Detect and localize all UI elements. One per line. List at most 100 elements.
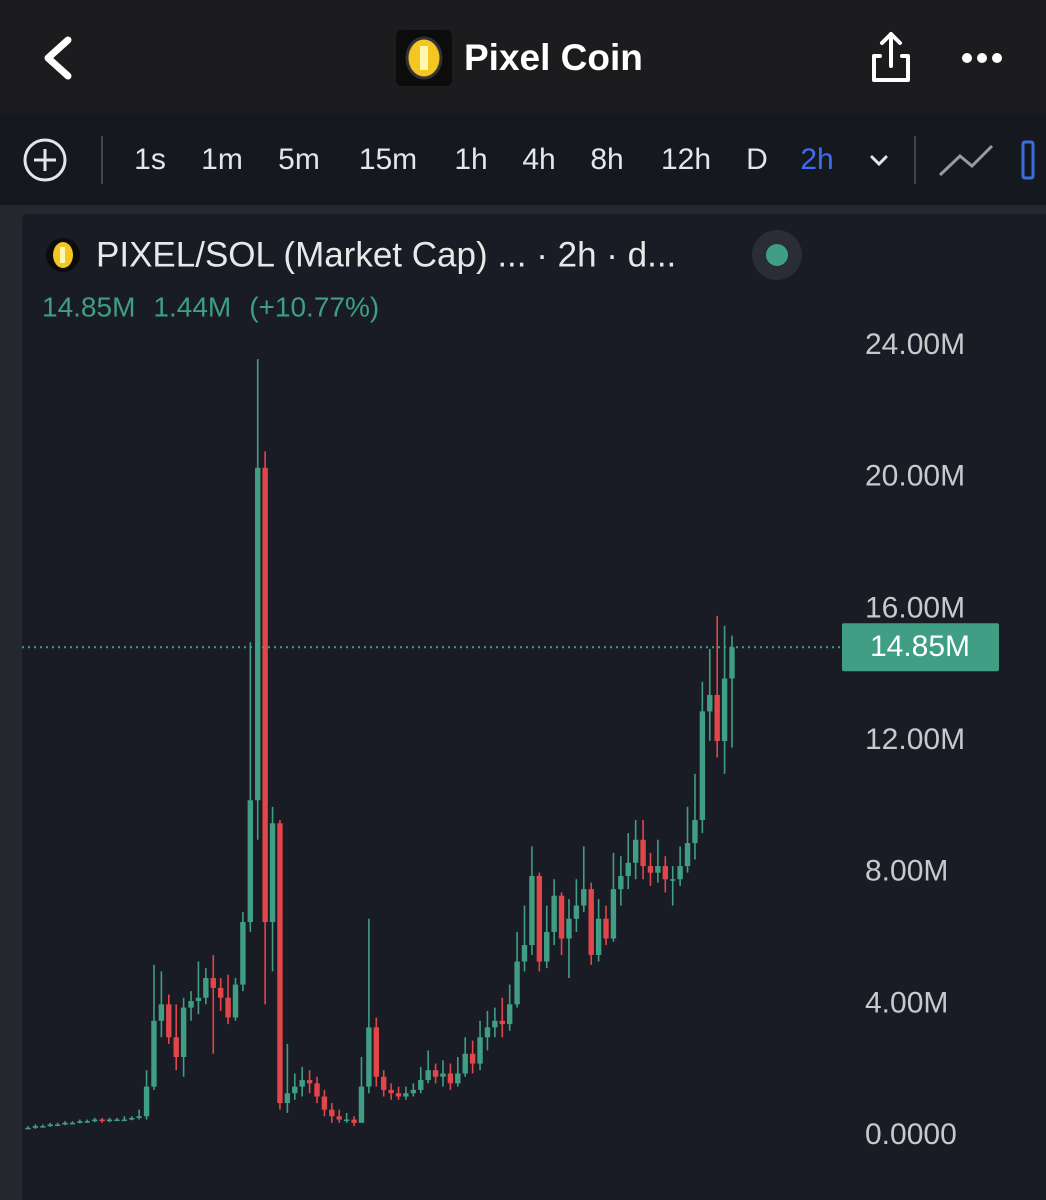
candle-body: [477, 1037, 483, 1064]
candle-body: [529, 875, 535, 946]
candle-body: [299, 1080, 305, 1087]
candle-body: [492, 1020, 498, 1028]
candle-body: [277, 823, 283, 1104]
candle-body: [284, 1093, 291, 1104]
interval-dropdown[interactable]: [870, 155, 888, 167]
candle-body: [195, 997, 202, 1002]
candle-body: [544, 931, 550, 962]
candle-body: [610, 889, 617, 939]
y-tick-label: 16.00M: [865, 591, 965, 624]
candle-body: [410, 1089, 417, 1094]
interval-tab[interactable]: 2h: [800, 143, 833, 176]
candle-body: [484, 1027, 491, 1038]
candle-body: [662, 866, 669, 880]
candle-body: [595, 918, 602, 955]
candle-body: [143, 1086, 150, 1117]
candle-body: [62, 1122, 68, 1125]
chart-style-candle[interactable]: [1021, 140, 1035, 180]
y-tick-label: 0.0000: [865, 1118, 957, 1151]
toolbar: [0, 113, 1046, 205]
candle-body: [566, 918, 572, 939]
candle-body: [351, 1119, 357, 1123]
candle-body: [173, 1037, 179, 1057]
legend-values: 14.85M 1.44M (+10.77%): [42, 291, 379, 322]
interval-tab[interactable]: 1m: [201, 143, 243, 176]
candle-body: [232, 984, 239, 1018]
share-button[interactable]: [872, 32, 910, 82]
candle-body: [640, 839, 646, 867]
back-button[interactable]: [44, 36, 72, 80]
status-dot: [766, 244, 788, 266]
y-tick-label: 12.00M: [865, 723, 965, 756]
candle-body: [558, 895, 565, 939]
candle-body: [425, 1070, 431, 1081]
candle-body: [336, 1116, 342, 1120]
candle-body: [129, 1117, 135, 1120]
candle-body: [440, 1073, 446, 1077]
interval-tab[interactable]: 15m: [359, 143, 417, 176]
y-tick-label: 8.00M: [865, 855, 948, 888]
interval-tab[interactable]: 12h: [661, 143, 711, 176]
y-tick-label: 4.00M: [865, 986, 948, 1019]
candle-body: [225, 997, 231, 1018]
candle-body: [106, 1119, 113, 1122]
candle-body: [343, 1119, 350, 1122]
candle-body: [618, 875, 624, 890]
candle-body: [217, 987, 224, 998]
candle-body: [418, 1080, 424, 1090]
legend-value: 14.85M: [42, 291, 135, 322]
candle-body: [269, 823, 276, 923]
candle-body: [381, 1076, 387, 1090]
candle-body: [240, 922, 246, 985]
candle-body: [514, 961, 520, 1005]
candle-body: [99, 1119, 105, 1122]
candle-body: [692, 820, 698, 844]
interval-tab[interactable]: 4h: [522, 143, 555, 176]
candle-body: [203, 978, 209, 998]
candle-body: [395, 1093, 402, 1097]
candle-body: [536, 875, 543, 962]
candle-body: [262, 467, 268, 923]
candle-body: [247, 800, 254, 923]
candle-body: [625, 862, 631, 876]
interval-tab[interactable]: 1h: [454, 143, 487, 176]
candle-body: [306, 1080, 313, 1084]
candle-body: [432, 1070, 439, 1077]
candle-body: [91, 1119, 98, 1122]
candle-body: [603, 918, 609, 939]
interval-tab[interactable]: 1s: [134, 143, 166, 176]
page-title: Pixel Coin: [464, 37, 643, 78]
candle-body: [25, 1127, 31, 1130]
candle-body: [166, 1004, 172, 1038]
pair-icon: [46, 238, 80, 272]
candle-body: [499, 1020, 505, 1025]
interval-tabs: 1s 1m 5m 15m 1h 4h 8h 12h D 2h: [134, 143, 834, 176]
candle-body: [403, 1093, 409, 1097]
candle-body: [521, 945, 528, 962]
candle-body: [180, 1007, 187, 1057]
candle-body: [388, 1089, 394, 1094]
candle-body: [329, 1109, 335, 1117]
candle-body: [551, 895, 557, 932]
candle-body: [373, 1027, 379, 1077]
candle-body: [677, 866, 683, 880]
chart-title: PIXEL/SOL (Market Cap) ... · 2h · d...: [96, 235, 676, 274]
candle-body: [729, 647, 735, 679]
candle-body: [469, 1053, 476, 1064]
candle-body: [447, 1073, 454, 1084]
candle-body: [54, 1124, 61, 1126]
candle-body: [455, 1073, 461, 1084]
last-price-label: 14.85M: [870, 630, 970, 663]
candle-body: [151, 1020, 157, 1087]
candle-body: [684, 843, 691, 867]
interval-tab[interactable]: 5m: [278, 143, 320, 176]
interval-tab[interactable]: D: [746, 143, 768, 176]
legend-value: (+10.77%): [249, 291, 379, 322]
interval-tab[interactable]: 8h: [590, 143, 623, 176]
more-button[interactable]: [962, 53, 1002, 63]
chart-style-line[interactable]: [938, 144, 994, 177]
add-indicator-button[interactable]: [23, 138, 67, 182]
candle-body: [699, 711, 706, 820]
